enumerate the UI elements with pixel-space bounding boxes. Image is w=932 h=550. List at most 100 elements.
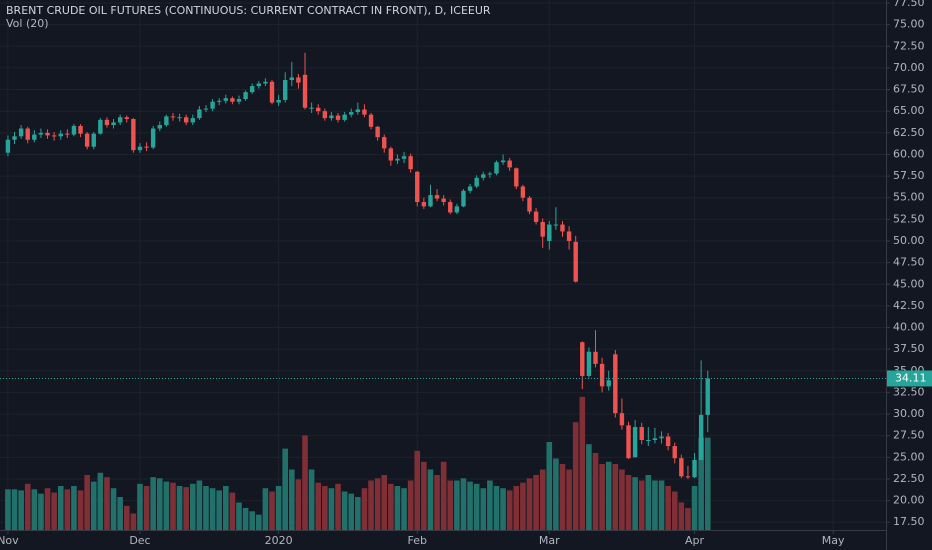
candle-body (573, 241, 578, 282)
candle-body (540, 221, 545, 237)
volume-bar (242, 508, 249, 530)
candle-body (355, 109, 361, 113)
volume-bar (698, 437, 704, 530)
y-tick-label: 62.50 (893, 126, 925, 139)
volume-bar (586, 444, 592, 530)
candle-body (190, 118, 195, 123)
volume-bar (348, 493, 355, 530)
candle-body (652, 438, 658, 441)
volume-bar (401, 488, 407, 530)
volume-bar (5, 489, 11, 530)
candle-body (236, 99, 242, 102)
volume-bar (559, 464, 566, 530)
candle-body (467, 186, 473, 191)
volume-bar (520, 482, 526, 530)
candles (5, 52, 710, 479)
candle-body (164, 116, 169, 126)
volume-bar (434, 475, 440, 530)
candle-body (117, 117, 123, 123)
chart-title: BRENT CRUDE OIL FUTURES (CONTINUOUS: CUR… (6, 4, 491, 17)
candle-body (349, 112, 354, 115)
volume-bar (256, 514, 262, 530)
candle-body (335, 115, 341, 120)
candle-body (249, 86, 255, 93)
candle-body (243, 92, 248, 100)
volume-bar (123, 505, 130, 530)
candle-body (639, 427, 644, 441)
candle-body (560, 224, 565, 232)
candle-body (216, 100, 222, 102)
candle-body (586, 351, 592, 376)
volume-bar (599, 464, 605, 530)
volume-bar (493, 486, 500, 530)
candle-body (461, 190, 466, 207)
y-tick-label: 32.50 (893, 385, 925, 398)
candle-body (150, 128, 156, 148)
candle-body (487, 173, 493, 175)
volume-bar (216, 490, 222, 530)
volume-bar (665, 486, 671, 530)
candle-body (520, 186, 526, 198)
candle-body (481, 174, 486, 178)
volume-bar (467, 481, 473, 530)
volume-bar (236, 502, 242, 530)
volume-bar (156, 478, 163, 530)
candle-body (91, 133, 96, 147)
volume-bar (704, 437, 711, 530)
candle-body (494, 162, 499, 174)
candle-body (547, 224, 552, 241)
volume-bar (196, 480, 203, 530)
candle-body (197, 109, 202, 119)
y-tick-label: 75.00 (893, 18, 925, 31)
volume-bar (526, 478, 533, 530)
y-tick-label: 20.00 (893, 494, 925, 507)
volume-pane (5, 396, 711, 530)
y-tick-label: 57.50 (893, 169, 925, 182)
volume-bar (84, 475, 90, 530)
volume-bar (90, 481, 97, 530)
y-tick-label: 72.50 (893, 39, 925, 52)
volume-bar (671, 491, 678, 530)
candle-body (263, 81, 268, 84)
candle-body (613, 354, 618, 414)
volume-bar (31, 489, 38, 530)
y-tick-label: 55.00 (893, 191, 925, 204)
candle-body (342, 114, 347, 120)
y-tick-label: 45.00 (893, 277, 925, 290)
volume-bar (64, 489, 71, 530)
volume-bar (110, 488, 117, 530)
candle-body (672, 446, 677, 459)
candle-body (553, 224, 559, 226)
x-tick-label: Nov (0, 534, 19, 547)
volume-bar (632, 477, 638, 530)
volume-bar (500, 488, 506, 530)
volume-bar (104, 477, 110, 530)
candle-body (692, 459, 697, 478)
volume-bar (447, 480, 454, 530)
candle-body (454, 206, 460, 213)
candle-body (131, 118, 136, 151)
volume-bar (605, 461, 612, 530)
volume-bar (592, 453, 599, 530)
candle-body (527, 197, 532, 212)
volume-bar (315, 482, 322, 530)
volume-bar (189, 483, 196, 530)
volume-bar (71, 486, 77, 530)
volume-bar (150, 477, 156, 530)
candle-body (606, 380, 611, 387)
y-tick-label: 40.00 (893, 321, 925, 334)
volume-bar (566, 469, 572, 530)
candle-body (580, 342, 585, 376)
candle-body (434, 195, 440, 199)
candle-body (84, 133, 90, 147)
candle-body (421, 202, 427, 207)
candle-body (362, 109, 367, 115)
candle-body (12, 136, 17, 140)
volume-bar (269, 491, 275, 530)
candle-body (448, 202, 453, 213)
y-tick-label: 47.50 (893, 256, 925, 269)
volume-bar (355, 497, 361, 530)
candle-body (408, 156, 413, 170)
y-tick-label: 22.50 (893, 472, 925, 485)
